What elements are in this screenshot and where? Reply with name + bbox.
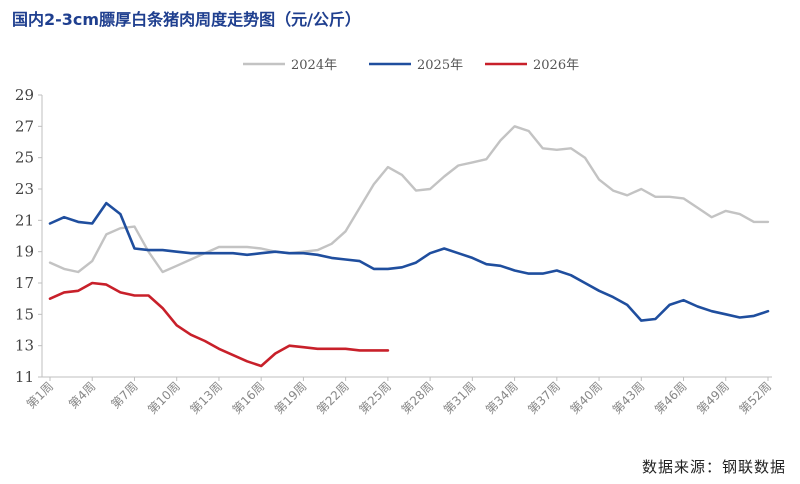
legend: 2024年 2025年 2026年	[243, 58, 579, 73]
x-tick-label: 第16周	[230, 379, 268, 417]
series-lines	[48, 125, 770, 368]
chart-title: 国内2-3cm膘厚白条猪肉周度走势图（元/公斤）	[12, 10, 361, 29]
x-tick-label: 第46周	[652, 379, 690, 417]
y-tick-labels: 11 13 15 17 19 21 23 25 27 29	[15, 86, 34, 386]
legend-label-2: 2026年	[533, 58, 579, 73]
series-line-1	[48, 201, 770, 322]
x-tick-label: 第40周	[568, 379, 606, 417]
x-tick-label: 第13周	[187, 379, 225, 417]
y-tick-label: 15	[15, 305, 34, 323]
y-tick-label: 17	[15, 274, 34, 292]
y-tick-label: 19	[15, 243, 34, 261]
x-tick-label: 第7周	[108, 379, 140, 411]
x-tick-label: 第28周	[399, 379, 437, 417]
x-tick-label: 第19周	[272, 379, 310, 417]
x-tick-label: 第49周	[694, 379, 732, 417]
data-source: 数据来源：钢联数据	[641, 458, 786, 476]
y-tick-label: 25	[15, 149, 34, 167]
x-tick-label: 第34周	[483, 379, 521, 417]
x-tick-label: 第10周	[145, 379, 183, 417]
x-tick-label: 第52周	[736, 379, 774, 417]
y-tick-label: 13	[15, 337, 34, 355]
x-tick-label: 第43周	[610, 379, 648, 417]
y-tick-label: 21	[15, 211, 34, 229]
series-line-2	[48, 281, 390, 368]
y-tick-label: 23	[15, 180, 34, 198]
x-tick-label: 第4周	[66, 379, 98, 411]
x-tick-label: 第22周	[314, 379, 352, 417]
series-line-0	[48, 125, 770, 274]
legend-label-1: 2025年	[417, 58, 463, 73]
y-tick-label: 11	[15, 368, 34, 386]
y-tick-label: 27	[15, 117, 34, 135]
legend-label-0: 2024年	[291, 58, 337, 73]
x-tick-label: 第25周	[356, 379, 394, 417]
axes	[38, 94, 772, 381]
y-tick-label: 29	[15, 86, 34, 104]
x-tick-labels: 第1周 第4周 第7周 第10周 第13周 第16周 第19周 第22周 第25周 第28周 第31…	[24, 379, 774, 417]
x-tick-label: 第37周	[525, 379, 563, 417]
x-tick-label: 第31周	[441, 379, 479, 417]
